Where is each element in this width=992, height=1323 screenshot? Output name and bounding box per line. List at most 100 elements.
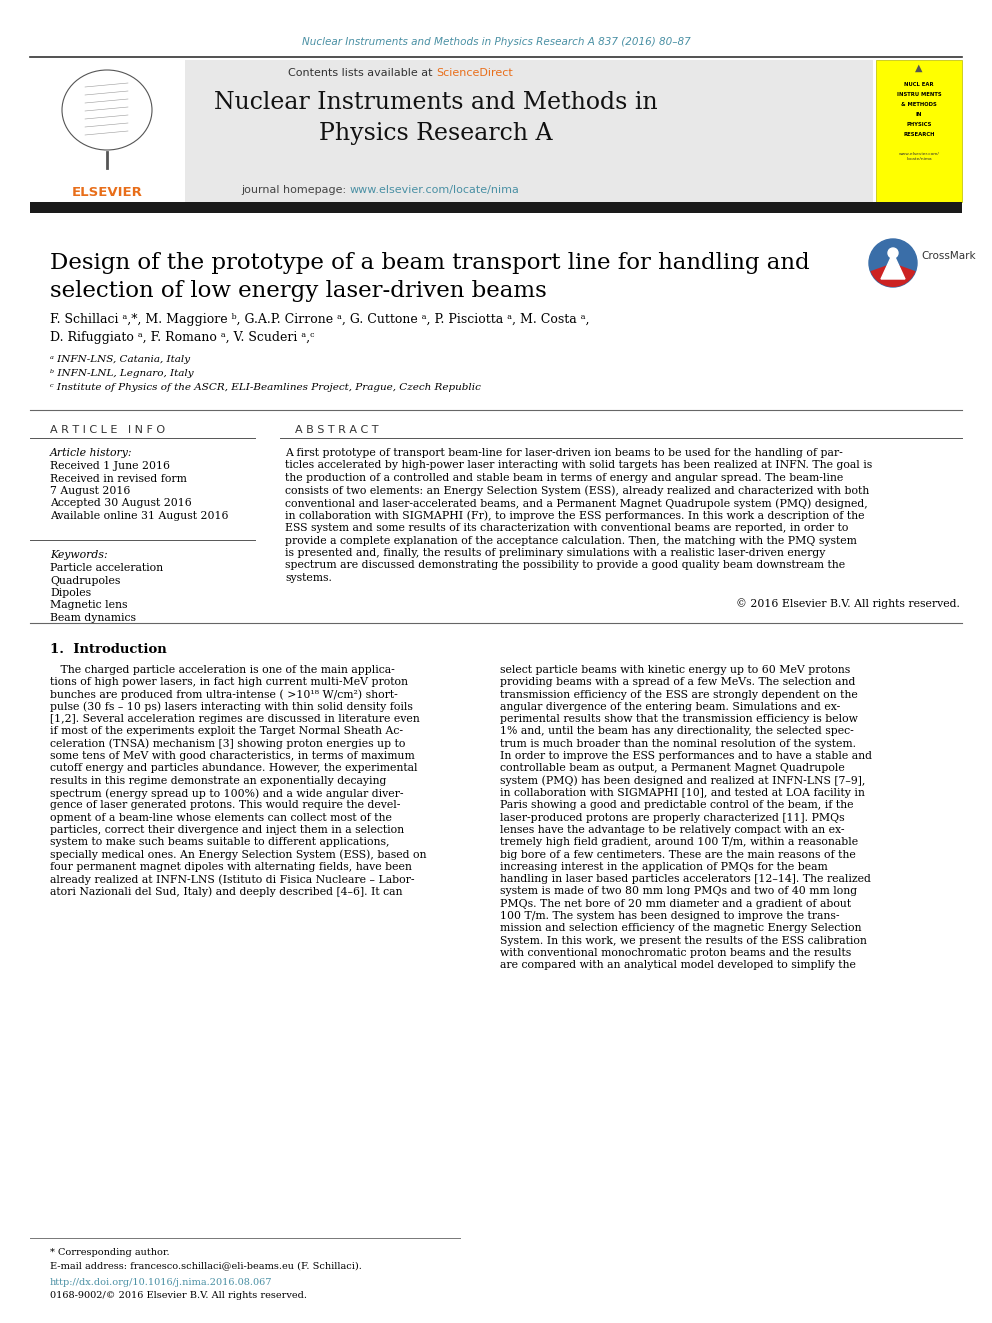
- Text: 0168-9002/© 2016 Elsevier B.V. All rights reserved.: 0168-9002/© 2016 Elsevier B.V. All right…: [50, 1291, 307, 1301]
- Text: Article history:: Article history:: [50, 448, 133, 458]
- Text: big bore of a few centimeters. These are the main reasons of the: big bore of a few centimeters. These are…: [500, 849, 856, 860]
- Text: handling in laser based particles accelerators [12–14]. The realized: handling in laser based particles accele…: [500, 875, 871, 884]
- Text: www.elsevier.com/
locate/nima: www.elsevier.com/ locate/nima: [899, 152, 939, 160]
- Text: system (PMQ) has been designed and realized at INFN-LNS [7–9],: system (PMQ) has been designed and reali…: [500, 775, 865, 786]
- Text: D. Rifuggiato ᵃ, F. Romano ᵃ, V. Scuderi ᵃ,ᶜ: D. Rifuggiato ᵃ, F. Romano ᵃ, V. Scuderi…: [50, 331, 314, 344]
- Text: CrossMark: CrossMark: [921, 251, 975, 261]
- Text: in collaboration with SIGMAPHI [10], and tested at LOA facility in: in collaboration with SIGMAPHI [10], and…: [500, 789, 865, 798]
- Text: with conventional monochromatic proton beams and the results: with conventional monochromatic proton b…: [500, 947, 851, 958]
- Text: some tens of MeV with good characteristics, in terms of maximum: some tens of MeV with good characteristi…: [50, 751, 415, 761]
- Text: increasing interest in the application of PMQs for the beam: increasing interest in the application o…: [500, 861, 827, 872]
- Text: if most of the experiments exploit the Target Normal Sheath Ac-: if most of the experiments exploit the T…: [50, 726, 403, 737]
- Text: cutoff energy and particles abundance. However, the experimental: cutoff energy and particles abundance. H…: [50, 763, 418, 774]
- Text: PHYSICS: PHYSICS: [907, 122, 931, 127]
- Text: perimental results show that the transmission efficiency is below: perimental results show that the transmi…: [500, 714, 858, 724]
- Text: select particle beams with kinetic energy up to 60 MeV protons: select particle beams with kinetic energ…: [500, 665, 850, 675]
- Text: A B S T R A C T: A B S T R A C T: [295, 425, 379, 435]
- Text: 100 T/m. The system has been designed to improve the trans-: 100 T/m. The system has been designed to…: [500, 912, 839, 921]
- Text: journal homepage:: journal homepage:: [241, 185, 350, 194]
- Text: celeration (TNSA) mechanism [3] showing proton energies up to: celeration (TNSA) mechanism [3] showing …: [50, 738, 406, 749]
- Text: System. In this work, we present the results of the ESS calibration: System. In this work, we present the res…: [500, 935, 867, 946]
- Text: system is made of two 80 mm long PMQs and two of 40 mm long: system is made of two 80 mm long PMQs an…: [500, 886, 857, 897]
- Bar: [30, 202, 962, 213]
- Text: ▲: ▲: [916, 64, 923, 73]
- Text: laser-produced protons are properly characterized [11]. PMQs: laser-produced protons are properly char…: [500, 812, 844, 823]
- Text: angular divergence of the entering beam. Simulations and ex-: angular divergence of the entering beam.…: [500, 703, 840, 712]
- Text: gence of laser generated protons. This would require the devel-: gence of laser generated protons. This w…: [50, 800, 401, 810]
- Text: Nuclear Instruments and Methods in Physics Research A 837 (2016) 80–87: Nuclear Instruments and Methods in Physi…: [302, 37, 690, 48]
- Text: IN: IN: [916, 112, 923, 116]
- Text: Particle acceleration: Particle acceleration: [50, 564, 163, 573]
- Text: Keywords:: Keywords:: [50, 550, 107, 560]
- Text: opment of a beam-line whose elements can collect most of the: opment of a beam-line whose elements can…: [50, 812, 392, 823]
- Text: ᵇ INFN-LNL, Legnaro, Italy: ᵇ INFN-LNL, Legnaro, Italy: [50, 369, 193, 378]
- Text: tions of high power lasers, in fact high current multi-MeV proton: tions of high power lasers, in fact high…: [50, 677, 408, 688]
- Text: system to make such beams suitable to different applications,: system to make such beams suitable to di…: [50, 837, 390, 847]
- Text: A first prototype of transport beam-line for laser-driven ion beams to be used f: A first prototype of transport beam-line…: [285, 448, 843, 458]
- Text: spectrum (energy spread up to 100%) and a wide angular diver-: spectrum (energy spread up to 100%) and …: [50, 789, 404, 799]
- Text: Contents lists available at: Contents lists available at: [288, 67, 436, 78]
- Text: & METHODS: & METHODS: [901, 102, 936, 107]
- Text: mission and selection efficiency of the magnetic Energy Selection: mission and selection efficiency of the …: [500, 923, 861, 933]
- Text: trum is much broader than the nominal resolution of the system.: trum is much broader than the nominal re…: [500, 738, 856, 749]
- Text: A R T I C L E   I N F O: A R T I C L E I N F O: [50, 425, 165, 435]
- Text: ScienceDirect: ScienceDirect: [436, 67, 513, 78]
- Text: the production of a controlled and stable beam in terms of energy and angular sp: the production of a controlled and stabl…: [285, 474, 843, 483]
- Text: particles, correct their divergence and inject them in a selection: particles, correct their divergence and …: [50, 826, 404, 835]
- Text: Magnetic lens: Magnetic lens: [50, 601, 128, 610]
- Text: Quadrupoles: Quadrupoles: [50, 576, 120, 586]
- Text: ESS system and some results of its characterization with conventional beams are : ESS system and some results of its chara…: [285, 523, 848, 533]
- Text: Dipoles: Dipoles: [50, 587, 91, 598]
- Text: are compared with an analytical model developed to simplify the: are compared with an analytical model de…: [500, 960, 856, 970]
- Text: 7 August 2016: 7 August 2016: [50, 486, 130, 496]
- Text: Beam dynamics: Beam dynamics: [50, 613, 136, 623]
- Text: Paris showing a good and predictable control of the beam, if the: Paris showing a good and predictable con…: [500, 800, 853, 810]
- Text: http://dx.doi.org/10.1016/j.nima.2016.08.067: http://dx.doi.org/10.1016/j.nima.2016.08…: [50, 1278, 273, 1287]
- Text: Received 1 June 2016: Received 1 June 2016: [50, 460, 170, 471]
- Text: specially medical ones. An Energy Selection System (ESS), based on: specially medical ones. An Energy Select…: [50, 849, 427, 860]
- Text: 1% and, until the beam has any directionality, the selected spec-: 1% and, until the beam has any direction…: [500, 726, 854, 737]
- Text: provide a complete explanation of the acceptance calculation. Then, the matching: provide a complete explanation of the ac…: [285, 536, 857, 545]
- Text: PMQs. The net bore of 20 mm diameter and a gradient of about: PMQs. The net bore of 20 mm diameter and…: [500, 898, 851, 909]
- Text: conventional and laser-accelerated beams, and a Permanent Magnet Quadrupole syst: conventional and laser-accelerated beams…: [285, 497, 868, 508]
- Bar: [876, 60, 962, 202]
- Text: INSTRU MENTS: INSTRU MENTS: [897, 93, 941, 97]
- Text: F. Schillaci ᵃ,*, M. Maggiore ᵇ, G.A.P. Cirrone ᵃ, G. Cuttone ᵃ, P. Pisciotta ᵃ,: F. Schillaci ᵃ,*, M. Maggiore ᵇ, G.A.P. …: [50, 314, 589, 325]
- Text: in collaboration with SIGMAPHI (Fr), to improve the ESS performances. In this wo: in collaboration with SIGMAPHI (Fr), to …: [285, 511, 864, 521]
- Circle shape: [869, 239, 917, 287]
- Text: * Corresponding author.: * Corresponding author.: [50, 1248, 170, 1257]
- Text: [1,2]. Several acceleration regimes are discussed in literature even: [1,2]. Several acceleration regimes are …: [50, 714, 420, 724]
- Text: spectrum are discussed demonstrating the possibility to provide a good quality b: spectrum are discussed demonstrating the…: [285, 561, 845, 570]
- Text: ticles accelerated by high-power laser interacting with solid targets has been r: ticles accelerated by high-power laser i…: [285, 460, 872, 471]
- Polygon shape: [881, 253, 905, 279]
- Text: ᶜ Institute of Physics of the ASCR, ELI-Beamlines Project, Prague, Czech Republi: ᶜ Institute of Physics of the ASCR, ELI-…: [50, 382, 481, 392]
- Text: E-mail address: francesco.schillaci@eli-beams.eu (F. Schillaci).: E-mail address: francesco.schillaci@eli-…: [50, 1261, 362, 1270]
- Text: tremely high field gradient, around 100 T/m, within a reasonable: tremely high field gradient, around 100 …: [500, 837, 858, 847]
- Text: atori Nazionali del Sud, Italy) and deeply described [4–6]. It can: atori Nazionali del Sud, Italy) and deep…: [50, 886, 403, 897]
- Text: ᵃ INFN-LNS, Catania, Italy: ᵃ INFN-LNS, Catania, Italy: [50, 355, 190, 364]
- Text: lenses have the advantage to be relatively compact with an ex-: lenses have the advantage to be relative…: [500, 826, 844, 835]
- Text: Nuclear Instruments and Methods in
Physics Research A: Nuclear Instruments and Methods in Physi…: [214, 91, 658, 144]
- Text: RESEARCH: RESEARCH: [904, 132, 934, 138]
- Text: © 2016 Elsevier B.V. All rights reserved.: © 2016 Elsevier B.V. All rights reserved…: [736, 598, 960, 609]
- Text: Received in revised form: Received in revised form: [50, 474, 186, 483]
- Text: pulse (30 fs – 10 ps) lasers interacting with thin solid density foils: pulse (30 fs – 10 ps) lasers interacting…: [50, 703, 413, 713]
- Circle shape: [888, 247, 898, 258]
- Text: providing beams with a spread of a few MeVs. The selection and: providing beams with a spread of a few M…: [500, 677, 855, 688]
- Text: The charged particle acceleration is one of the main applica-: The charged particle acceleration is one…: [50, 665, 395, 675]
- Bar: [30, 60, 873, 202]
- Text: systems.: systems.: [285, 573, 332, 583]
- Text: transmission efficiency of the ESS are strongly dependent on the: transmission efficiency of the ESS are s…: [500, 689, 858, 700]
- Text: Design of the prototype of a beam transport line for handling and
selection of l: Design of the prototype of a beam transp…: [50, 251, 809, 302]
- Text: already realized at INFN-LNS (Istituto di Fisica Nucleare – Labor-: already realized at INFN-LNS (Istituto d…: [50, 875, 415, 885]
- Text: In order to improve the ESS performances and to have a stable and: In order to improve the ESS performances…: [500, 751, 872, 761]
- Text: bunches are produced from ultra-intense ( >10¹⁸ W/cm²) short-: bunches are produced from ultra-intense …: [50, 689, 398, 700]
- Text: Available online 31 August 2016: Available online 31 August 2016: [50, 511, 228, 521]
- Text: www.elsevier.com/locate/nima: www.elsevier.com/locate/nima: [350, 185, 520, 194]
- Text: four permanent magnet dipoles with alternating fields, have been: four permanent magnet dipoles with alter…: [50, 861, 412, 872]
- Text: consists of two elements: an Energy Selection System (ESS), already realized and: consists of two elements: an Energy Sele…: [285, 486, 869, 496]
- Text: 1.  Introduction: 1. Introduction: [50, 643, 167, 656]
- Bar: [30, 60, 185, 202]
- Text: results in this regime demonstrate an exponentially decaying: results in this regime demonstrate an ex…: [50, 775, 386, 786]
- Wedge shape: [870, 263, 916, 287]
